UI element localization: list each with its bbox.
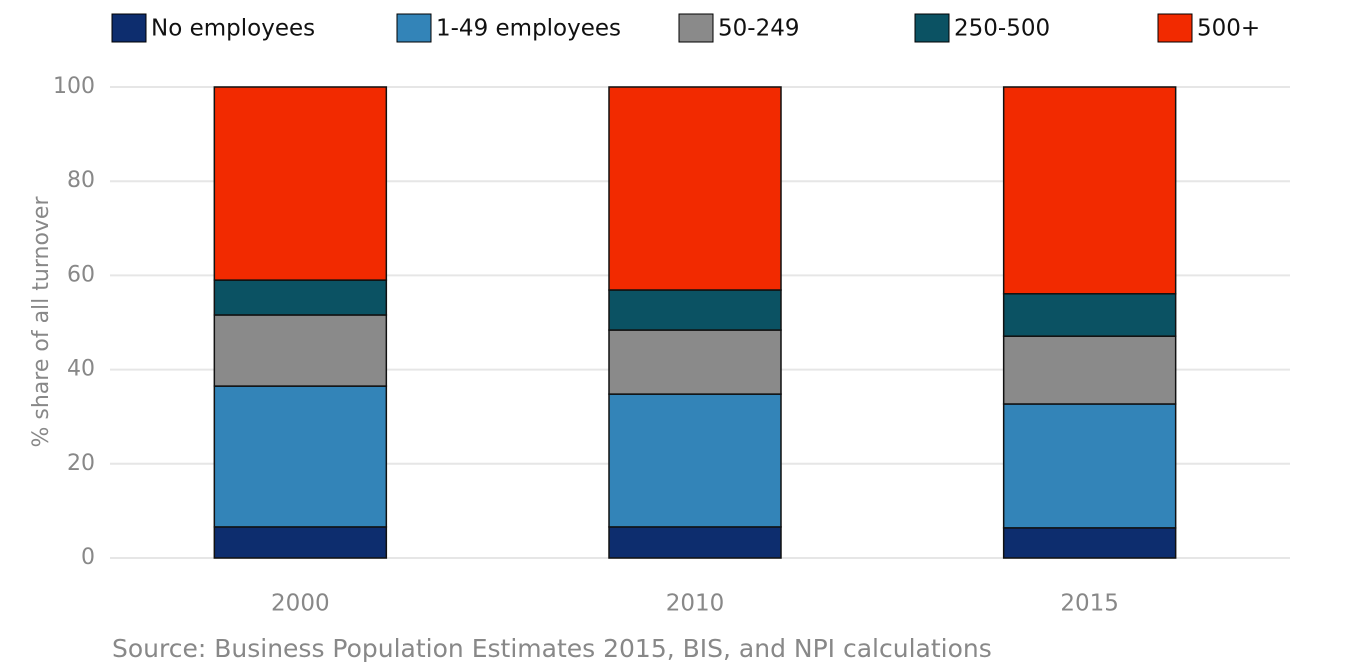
bar-segment (1002, 86, 1177, 295)
legend-swatch (1157, 13, 1193, 43)
y-tick-label: 80 (67, 168, 95, 193)
y-tick-label: 100 (53, 74, 95, 99)
legend-label: 250-500 (954, 16, 1050, 42)
bar-segment (1002, 293, 1177, 337)
x-tick-label: 2000 (271, 591, 330, 617)
bar-segment (608, 289, 782, 331)
bar-segment (213, 279, 388, 316)
bar-segment (213, 314, 388, 387)
bar-segment (213, 526, 388, 559)
legend-swatch (111, 13, 147, 43)
bar-segment (608, 329, 782, 395)
legend-label: 500+ (1197, 16, 1260, 42)
source: Source: Business Population Estimates 20… (112, 634, 992, 663)
x-tick-label: 2015 (1060, 591, 1119, 617)
y-tick-label: 0 (81, 545, 95, 570)
y-tick-label: 60 (67, 262, 95, 287)
bar-segment (213, 86, 388, 281)
legend-label: 50-249 (718, 16, 799, 42)
y-tick-label: 20 (67, 451, 95, 476)
legend-label: No employees (151, 16, 315, 42)
legend-swatch (678, 13, 714, 43)
bar-segment (608, 86, 782, 291)
legend-swatch (396, 13, 432, 43)
bar-segment (213, 385, 388, 528)
bar-segment (608, 526, 782, 559)
bar-segment (1002, 527, 1177, 559)
x-tick-label: 2010 (666, 591, 725, 617)
y-axis-label: % share of all turnover (29, 196, 54, 448)
legend-label: 1-49 employees (436, 16, 621, 42)
y-tick-label: 40 (67, 357, 95, 382)
bar-segment (608, 393, 782, 528)
legend-swatch (914, 13, 950, 43)
bar-segment (1002, 403, 1177, 529)
bar-segment (1002, 335, 1177, 405)
